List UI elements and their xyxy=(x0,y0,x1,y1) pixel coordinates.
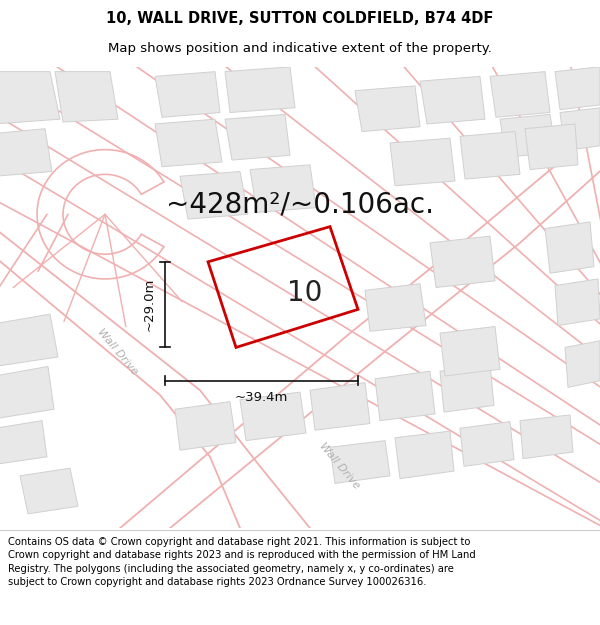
Polygon shape xyxy=(0,72,60,124)
Polygon shape xyxy=(500,114,556,158)
Polygon shape xyxy=(460,131,520,179)
Text: Contains OS data © Crown copyright and database right 2021. This information is : Contains OS data © Crown copyright and d… xyxy=(8,537,476,587)
Polygon shape xyxy=(365,284,426,331)
Polygon shape xyxy=(520,415,573,459)
Polygon shape xyxy=(395,431,454,479)
Polygon shape xyxy=(0,129,52,176)
Text: ~29.0m: ~29.0m xyxy=(143,278,155,331)
Polygon shape xyxy=(420,76,485,124)
Polygon shape xyxy=(560,107,600,151)
Polygon shape xyxy=(525,124,578,169)
Text: ~428m²/~0.106ac.: ~428m²/~0.106ac. xyxy=(166,191,434,219)
Polygon shape xyxy=(430,236,495,288)
Polygon shape xyxy=(20,468,78,514)
Polygon shape xyxy=(490,72,550,118)
Polygon shape xyxy=(175,402,236,450)
Polygon shape xyxy=(240,392,306,441)
Polygon shape xyxy=(555,67,600,109)
Text: Map shows position and indicative extent of the property.: Map shows position and indicative extent… xyxy=(108,42,492,56)
Polygon shape xyxy=(155,72,220,118)
Polygon shape xyxy=(440,326,500,376)
Polygon shape xyxy=(330,441,390,483)
Polygon shape xyxy=(0,314,58,366)
Polygon shape xyxy=(390,138,455,186)
Polygon shape xyxy=(250,165,316,212)
Text: Wall Drive: Wall Drive xyxy=(96,327,140,377)
Polygon shape xyxy=(460,422,514,466)
Text: Wall Drive: Wall Drive xyxy=(318,441,362,491)
Polygon shape xyxy=(55,72,118,122)
Polygon shape xyxy=(155,119,222,167)
Polygon shape xyxy=(555,279,600,326)
Polygon shape xyxy=(545,222,594,273)
Polygon shape xyxy=(375,371,435,421)
Polygon shape xyxy=(225,114,290,160)
Polygon shape xyxy=(225,67,295,112)
Polygon shape xyxy=(0,366,54,419)
Text: ~39.4m: ~39.4m xyxy=(235,391,288,404)
Polygon shape xyxy=(0,421,47,464)
Text: 10, WALL DRIVE, SUTTON COLDFIELD, B74 4DF: 10, WALL DRIVE, SUTTON COLDFIELD, B74 4D… xyxy=(106,11,494,26)
Polygon shape xyxy=(310,382,370,430)
Polygon shape xyxy=(180,171,248,219)
Polygon shape xyxy=(565,341,600,388)
Polygon shape xyxy=(440,364,494,412)
Polygon shape xyxy=(355,86,420,131)
Text: 10: 10 xyxy=(287,279,323,308)
